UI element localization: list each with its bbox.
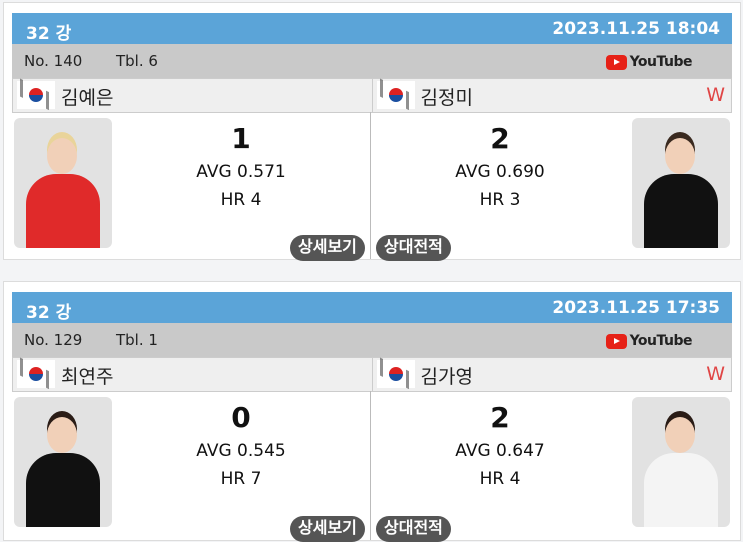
youtube-link[interactable]: YouTube xyxy=(605,333,693,349)
right-player-stats: 2 AVG 0.690 HR 3 xyxy=(400,122,600,218)
youtube-play-icon xyxy=(605,333,627,349)
match-body: 1 AVG 0.571 HR 4 2 AVG 0.690 HR 3 상세보기 상… xyxy=(12,112,732,261)
player-name[interactable]: 최연주 xyxy=(61,366,114,388)
left-player-name-cell: 김예은 xyxy=(13,79,372,112)
match-info-bar: No. 129 Tbl. 1 YouTube xyxy=(12,323,732,357)
detail-button[interactable]: 상세보기 xyxy=(290,516,365,542)
right-player-name-cell: 김정미 W xyxy=(371,79,732,112)
average: AVG 0.690 xyxy=(455,162,545,182)
match-body: 0 AVG 0.545 HR 7 2 AVG 0.647 HR 4 상세보기 상… xyxy=(12,391,732,542)
left-player-name-cell: 최연주 xyxy=(13,358,372,391)
player-names-row: 최연주 김가영 W xyxy=(12,357,732,392)
left-player-stats: 1 AVG 0.571 HR 4 xyxy=(141,122,341,218)
match-header: 32 강 2023.11.25 18:04 xyxy=(12,13,732,44)
table-number: Tbl. 6 xyxy=(116,52,158,70)
score: 0 xyxy=(231,401,251,434)
right-player-photo[interactable] xyxy=(632,397,730,527)
right-player-name-cell: 김가영 W xyxy=(371,358,732,391)
match-number: No. 129 xyxy=(24,331,83,349)
round-label: 32 강 xyxy=(26,24,72,44)
winner-mark: W xyxy=(706,84,725,106)
youtube-label: YouTube xyxy=(629,54,693,70)
match-datetime: 2023.11.25 17:35 xyxy=(552,298,720,318)
right-player-stats: 2 AVG 0.647 HR 4 xyxy=(400,401,600,497)
youtube-play-icon xyxy=(605,54,627,70)
player-name[interactable]: 김가영 xyxy=(420,366,473,388)
left-player-stats: 0 AVG 0.545 HR 7 xyxy=(141,401,341,497)
player-name[interactable]: 김정미 xyxy=(420,87,473,109)
match-datetime: 2023.11.25 18:04 xyxy=(552,19,720,39)
match-card: 32 강 2023.11.25 18:04 No. 140 Tbl. 6 You… xyxy=(3,2,741,261)
head-to-head-button[interactable]: 상대전적 xyxy=(376,235,451,261)
korea-flag-icon xyxy=(17,360,55,388)
divider xyxy=(370,391,371,540)
high-run: HR 4 xyxy=(220,190,262,210)
korea-flag-icon xyxy=(17,81,55,109)
match-number: No. 140 xyxy=(24,52,83,70)
average: AVG 0.647 xyxy=(455,441,545,461)
score: 2 xyxy=(490,122,510,155)
high-run: HR 3 xyxy=(479,190,521,210)
korea-flag-icon xyxy=(376,81,415,109)
youtube-label: YouTube xyxy=(629,333,693,349)
high-run: HR 4 xyxy=(479,469,521,489)
player-name[interactable]: 김예은 xyxy=(61,87,114,109)
score: 2 xyxy=(490,401,510,434)
match-card: 32 강 2023.11.25 17:35 No. 129 Tbl. 1 You… xyxy=(3,281,741,542)
high-run: HR 7 xyxy=(220,469,262,489)
left-player-photo[interactable] xyxy=(14,118,112,248)
player-names-row: 김예은 김정미 W xyxy=(12,78,732,113)
head-to-head-button[interactable]: 상대전적 xyxy=(376,516,451,542)
korea-flag-icon xyxy=(376,360,415,388)
match-info-bar: No. 140 Tbl. 6 YouTube xyxy=(12,44,732,78)
right-player-photo[interactable] xyxy=(632,118,730,248)
match-header: 32 강 2023.11.25 17:35 xyxy=(12,292,732,323)
score: 1 xyxy=(231,122,251,155)
winner-mark: W xyxy=(706,363,725,385)
divider xyxy=(370,112,371,259)
round-label: 32 강 xyxy=(26,303,72,323)
table-number: Tbl. 1 xyxy=(116,331,158,349)
youtube-link[interactable]: YouTube xyxy=(605,54,693,70)
average: AVG 0.571 xyxy=(196,162,286,182)
detail-button[interactable]: 상세보기 xyxy=(290,235,365,261)
average: AVG 0.545 xyxy=(196,441,286,461)
left-player-photo[interactable] xyxy=(14,397,112,527)
